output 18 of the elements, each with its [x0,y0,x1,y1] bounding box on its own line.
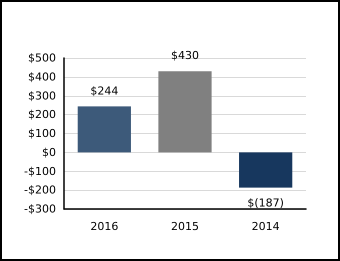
x-tick-label: 2016 [90,220,118,233]
y-tick-label: $100 [28,127,56,140]
y-tick-label: $400 [28,70,56,84]
bar [239,152,292,188]
y-tick-label: $0 [42,146,56,159]
y-tick-label: $500 [28,52,56,64]
data-label: $(187) [247,196,284,210]
data-label: $244 [90,84,118,98]
bar [158,71,212,152]
bar [78,106,131,152]
data-label: $430 [171,49,199,62]
y-tick-label: -$300 [24,202,56,216]
y-tick-label: $300 [28,89,56,102]
y-tick-label: -$200 [24,184,56,197]
x-tick-label: 2015 [171,220,199,233]
y-tick-label: -$100 [24,164,56,178]
y-tick-label: $200 [28,108,56,122]
x-tick-label: 2014 [252,220,280,233]
